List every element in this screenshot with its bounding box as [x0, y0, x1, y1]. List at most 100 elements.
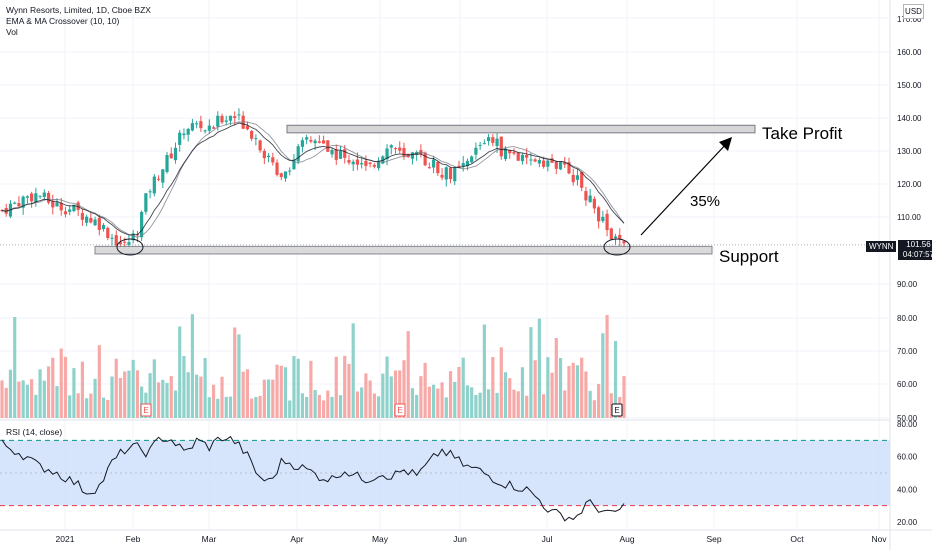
- candle-body: [275, 162, 279, 175]
- candle-body: [13, 202, 17, 204]
- candle-body: [376, 160, 381, 169]
- volume-bar: [376, 396, 381, 418]
- volume-bar: [499, 347, 503, 418]
- volume-bar: [245, 369, 250, 418]
- candle-body: [63, 211, 68, 215]
- volume-bar: [114, 358, 118, 418]
- rsi-tick-label: 80.00: [897, 420, 918, 429]
- volume-label[interactable]: Vol: [6, 27, 18, 37]
- candle-body: [258, 140, 262, 151]
- price-tag-values: 101.56 04:07:57: [898, 240, 932, 260]
- volume-bar: [156, 382, 161, 418]
- volume-bar: [148, 373, 152, 418]
- rsi-legend[interactable]: RSI (14, close): [6, 427, 63, 437]
- volume-bar: [364, 373, 368, 418]
- volume-bar: [351, 323, 355, 418]
- candle-body: [491, 137, 495, 143]
- candle-body: [334, 149, 338, 160]
- volume-bar: [478, 392, 482, 418]
- take-profit-label: Take Profit: [762, 124, 843, 143]
- rsi-tick-label: 20.00: [897, 518, 918, 527]
- volume-bar: [211, 384, 216, 418]
- candle-body: [283, 171, 288, 179]
- earnings-marker: [611, 403, 623, 417]
- price-tick-label: 170.00: [897, 15, 922, 24]
- volume-bar: [326, 390, 330, 418]
- volume-bar: [440, 382, 444, 418]
- candle-body: [613, 236, 618, 239]
- candle-body: [207, 125, 211, 131]
- price-tag-countdown: 04:07:57: [902, 249, 932, 259]
- candle-body: [444, 167, 448, 180]
- currency-button[interactable]: USD: [903, 4, 924, 19]
- ema-line: [1, 122, 625, 236]
- candle-body: [80, 213, 84, 220]
- candle-body: [55, 202, 59, 207]
- volume-bar: [254, 397, 258, 418]
- volume-bar: [216, 398, 220, 418]
- candle-body: [486, 137, 491, 142]
- volume-bar: [575, 365, 580, 418]
- rsi-line: [1, 435, 625, 522]
- time-tick-label: Sep: [706, 534, 721, 544]
- candle-body: [165, 155, 169, 173]
- take-profit-zone: [286, 124, 756, 134]
- volume-bar: [292, 355, 296, 418]
- candle-body: [178, 132, 182, 145]
- volume-bar: [601, 333, 605, 418]
- volume-bar: [296, 358, 300, 418]
- volume-bar: [431, 384, 436, 418]
- candle-body: [508, 150, 512, 154]
- volume-bar: [21, 380, 25, 418]
- volume-bar: [313, 389, 317, 418]
- candle-body: [343, 149, 347, 158]
- candle-body: [338, 150, 343, 159]
- candle-body: [448, 167, 453, 180]
- volume-bar: [444, 397, 448, 418]
- volume-bar: [13, 317, 17, 418]
- volume-bar: [588, 390, 592, 418]
- volume-bar: [165, 382, 169, 418]
- candle-body: [199, 121, 203, 129]
- volume-bar: [550, 372, 554, 418]
- volume-bar: [567, 365, 571, 418]
- volume-bar: [305, 396, 309, 418]
- price-tag-symbol: WYNN: [866, 241, 897, 252]
- price-tick-label: 120.00: [897, 180, 922, 189]
- volume-bar: [89, 393, 93, 418]
- volume-bar: [266, 379, 271, 418]
- volume-bar: [609, 393, 613, 418]
- candle-body: [563, 162, 567, 165]
- candle-body: [254, 138, 258, 140]
- candle-body: [313, 140, 317, 144]
- volume-bar: [51, 357, 55, 418]
- volume-bar: [161, 379, 165, 418]
- candle-body: [30, 193, 34, 202]
- volume-bar: [237, 334, 241, 418]
- candle-body: [228, 115, 233, 121]
- volume-bar: [542, 394, 546, 418]
- support-touch-ellipse: [116, 238, 144, 256]
- candle-body: [46, 192, 51, 203]
- candle-body: [580, 172, 584, 188]
- volume-bar: [355, 391, 360, 418]
- support-touch-ellipse: [603, 238, 631, 256]
- volume-bar: [516, 391, 520, 418]
- candle-body: [415, 152, 419, 156]
- candle-body: [427, 167, 431, 169]
- volume-bar: [262, 379, 266, 418]
- symbol-title[interactable]: Wynn Resorts, Limited, 1D, Cboe BZX: [6, 5, 151, 15]
- volume-bar: [482, 324, 486, 418]
- volume-bar: [131, 359, 135, 418]
- price-tick-label: 60.00: [897, 380, 918, 389]
- candle-body: [575, 175, 580, 180]
- volume-bar: [203, 357, 207, 418]
- volume-bar: [512, 389, 516, 418]
- candle-body: [503, 148, 508, 160]
- candle-body: [571, 174, 575, 183]
- indicator-label[interactable]: EMA & MA Crossover (10, 10): [6, 16, 120, 26]
- candle-body: [558, 161, 563, 170]
- volume-bar: [220, 376, 224, 418]
- volume-bar: [389, 376, 393, 418]
